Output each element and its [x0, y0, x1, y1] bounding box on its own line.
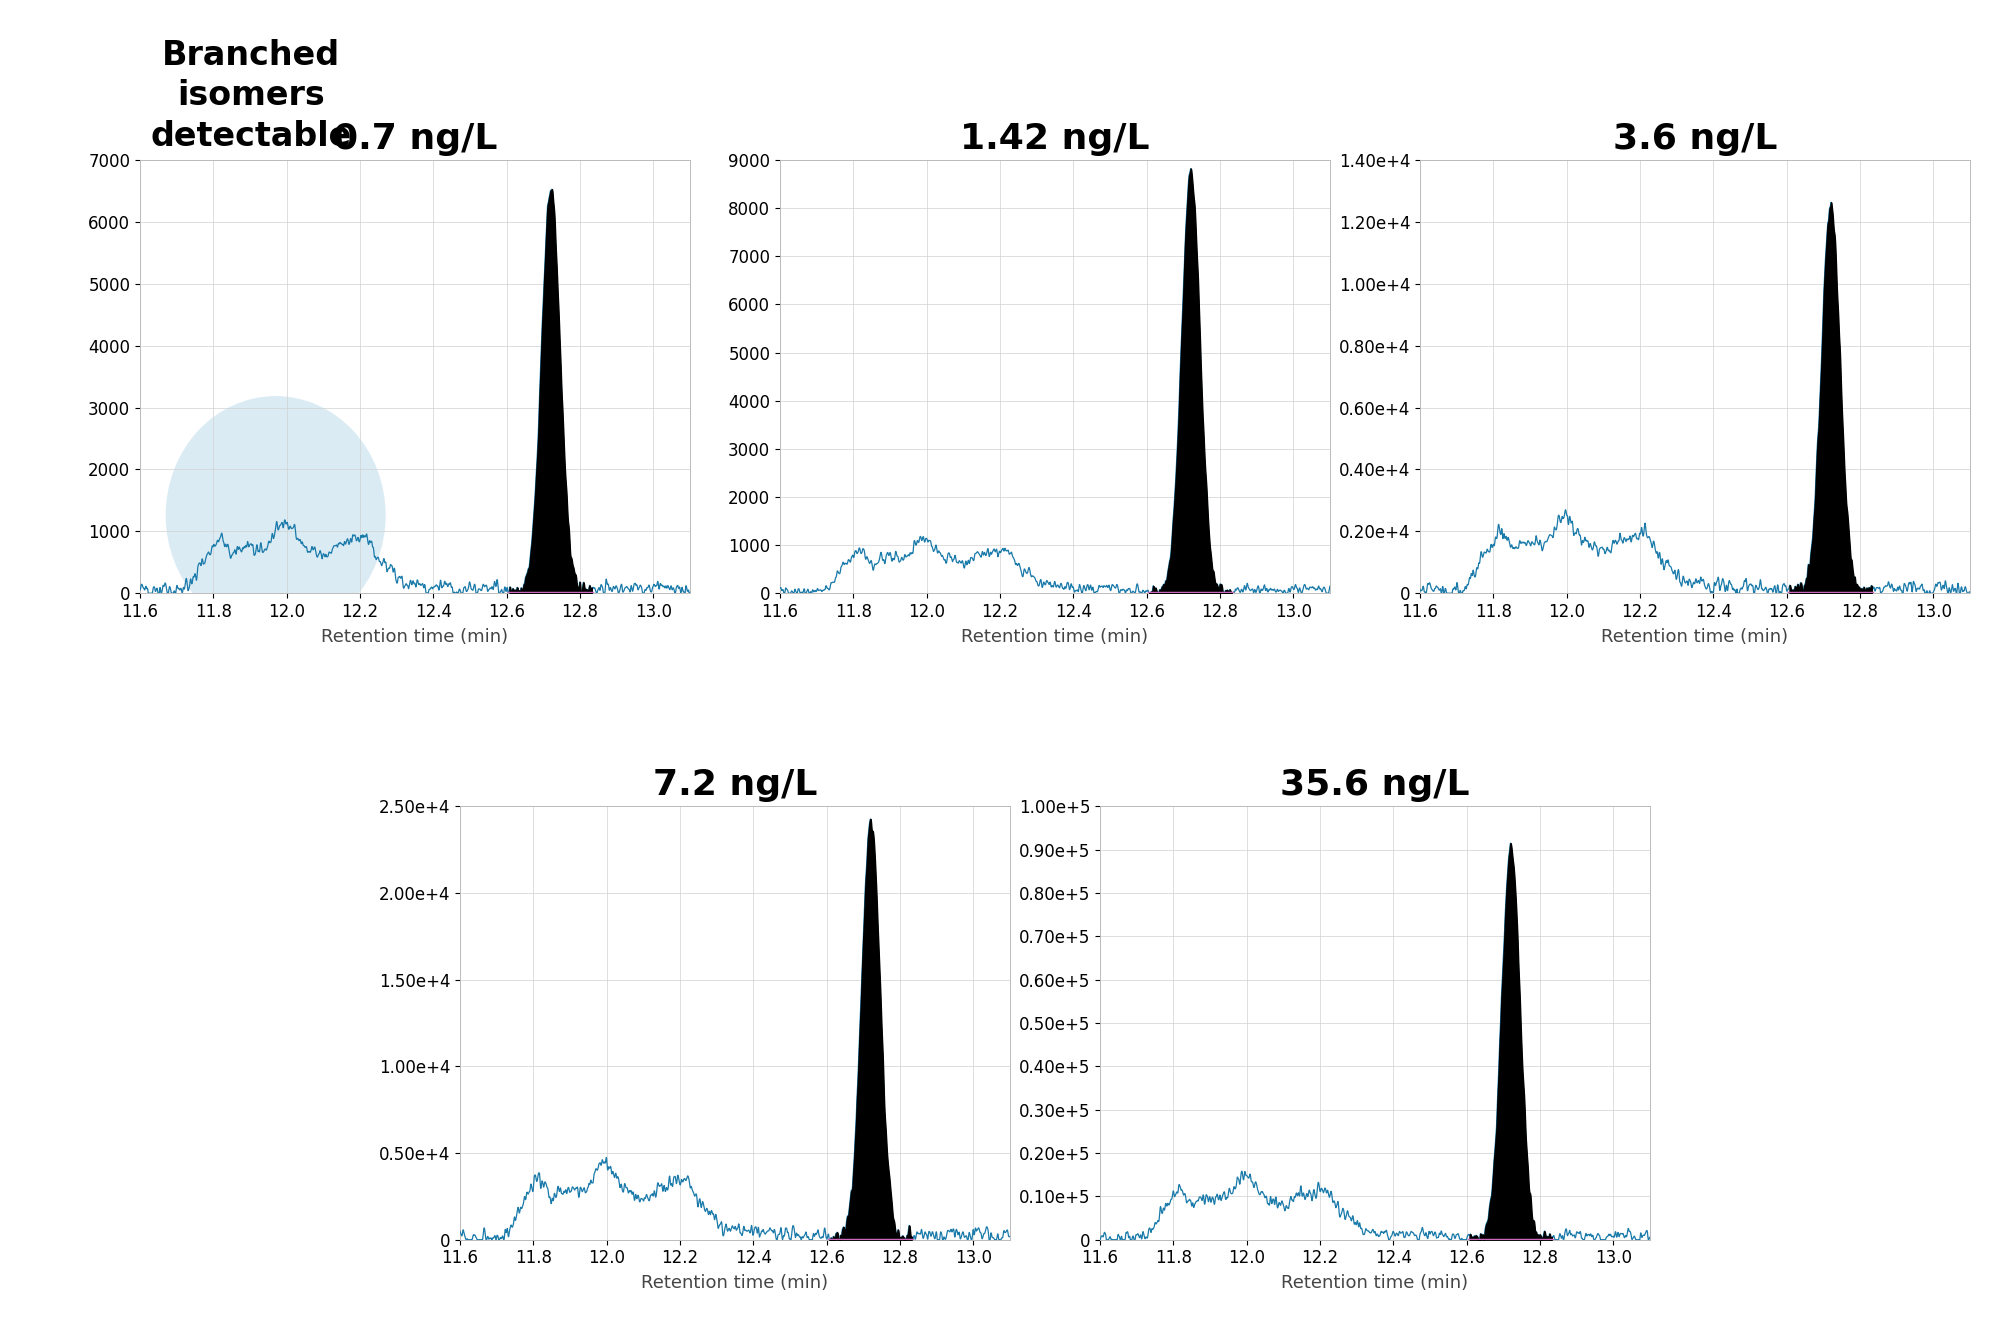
Ellipse shape	[166, 396, 386, 635]
X-axis label: Retention time (min): Retention time (min)	[1282, 1274, 1468, 1293]
Title: 1.42 ng/L: 1.42 ng/L	[960, 121, 1150, 156]
Title: 3.6 ng/L: 3.6 ng/L	[1612, 121, 1778, 156]
X-axis label: Retention time (min): Retention time (min)	[1602, 628, 1788, 647]
Title: 7.2 ng/L: 7.2 ng/L	[652, 768, 818, 802]
Title: 0.7 ng/L: 0.7 ng/L	[332, 121, 498, 156]
Text: Branched
isomers
detectable: Branched isomers detectable	[150, 39, 352, 153]
X-axis label: Retention time (min): Retention time (min)	[962, 628, 1148, 647]
X-axis label: Retention time (min): Retention time (min)	[642, 1274, 828, 1293]
Title: 35.6 ng/L: 35.6 ng/L	[1280, 768, 1470, 802]
X-axis label: Retention time (min): Retention time (min)	[322, 628, 508, 647]
